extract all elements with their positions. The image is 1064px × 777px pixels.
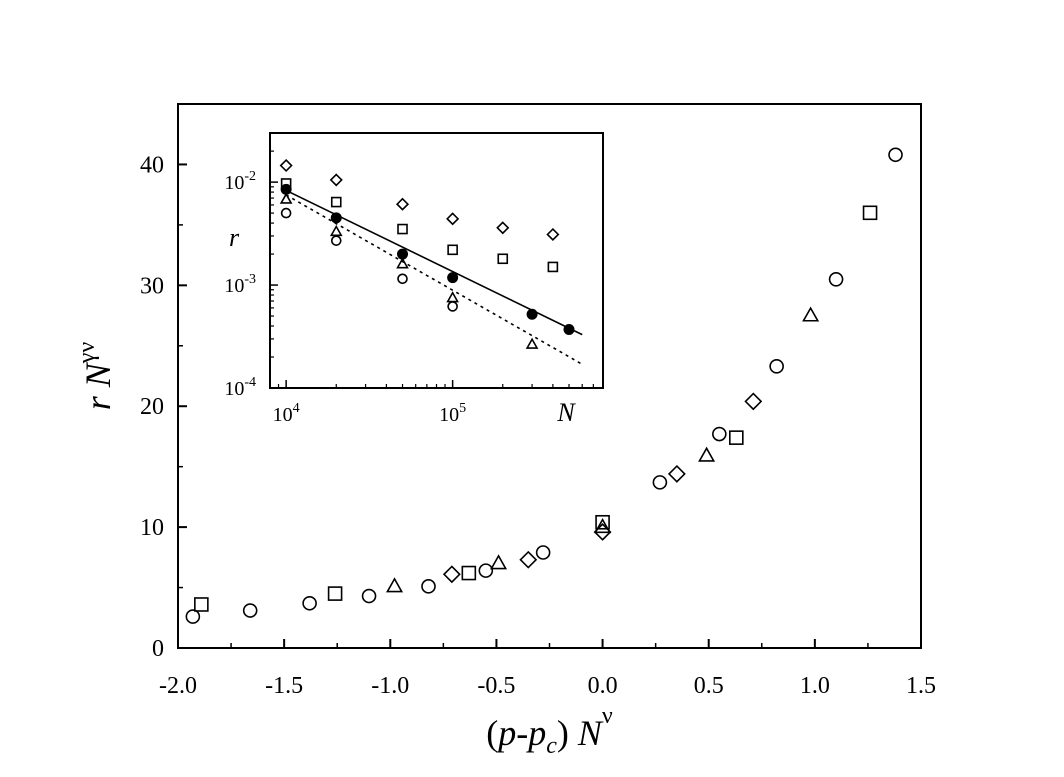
y-tick-label: 40 <box>140 152 164 178</box>
inset-point-diamond <box>395 197 410 211</box>
inset-point-diamond <box>496 221 510 235</box>
inset-point-circle <box>330 235 342 246</box>
main-plot: -2.0 -1.5 -1.0 -0.5 0.0 0.5 1.0 1.5 0 10 20 30 40 (p-… <box>74 103 936 759</box>
inset-point-square <box>397 223 408 235</box>
inset-dotted-fit-line <box>285 194 583 365</box>
inset-x-axis-title: N <box>556 398 576 427</box>
data-point-diamond <box>442 565 461 584</box>
inset-point-square <box>497 253 509 265</box>
data-point-square <box>595 514 610 530</box>
data-point-circle <box>535 545 551 560</box>
inset-point-square <box>447 244 458 256</box>
x-tick-label: -1.0 <box>371 673 409 699</box>
x-tick-label: 0.0 <box>588 673 618 699</box>
inset-solid-fit-line <box>285 189 583 336</box>
inset-point-square <box>330 196 342 208</box>
data-point-diamond <box>519 550 538 569</box>
data-point-circle <box>361 588 377 604</box>
inset-frame <box>269 132 604 389</box>
data-point-circle <box>302 595 317 611</box>
data-point-triangle <box>698 446 716 462</box>
data-point-triangle <box>386 577 404 593</box>
inset-point-triangle <box>329 224 343 237</box>
y-tick-label: 0 <box>152 636 164 662</box>
data-point-circle <box>652 475 668 490</box>
data-point-square <box>729 430 744 445</box>
y-tick-label: 30 <box>140 273 164 299</box>
y-axis-title: r Nγν <box>74 342 118 411</box>
inset-y-axis-title: r <box>229 223 240 252</box>
data-point-diamond <box>744 392 763 411</box>
data-point-square <box>862 205 878 221</box>
data-point-circle <box>769 359 784 374</box>
inset-point-filled-circle <box>447 272 459 284</box>
data-point-circle <box>888 147 903 163</box>
inset-x-tick-label: 105 <box>439 401 466 426</box>
y-tick-label: 20 <box>140 394 164 420</box>
x-tick-label: 1.0 <box>800 673 830 699</box>
inset-y-tick-label: 10-2 <box>224 169 256 194</box>
inset-point-triangle <box>525 337 539 349</box>
x-tick-label: -1.5 <box>265 673 303 699</box>
inset-point-circle <box>397 273 408 285</box>
inset-point-diamond <box>329 173 343 187</box>
inset-point-filled-circle <box>397 248 409 260</box>
inset-y-tick-label: 10-4 <box>224 375 256 400</box>
x-axis-title: (p-pc) Nν <box>486 703 613 759</box>
y-tick-label: 10 <box>140 515 164 541</box>
data-point-diamond <box>667 464 686 483</box>
inset-point-diamond <box>546 227 560 242</box>
inset-point-triangle <box>396 257 409 269</box>
data-point-circle <box>421 579 436 594</box>
inset-point-triangle <box>279 192 293 204</box>
data-point-square <box>194 597 209 612</box>
data-point-circle <box>478 563 494 578</box>
inset-point-circle <box>280 207 292 219</box>
inset-point-diamond <box>279 158 293 173</box>
data-point-triangle <box>594 518 612 534</box>
x-tick-label: 0.5 <box>694 673 724 699</box>
data-point-circle <box>185 609 201 624</box>
data-point-circle <box>828 271 844 287</box>
x-tick-label: 1.5 <box>906 673 936 699</box>
x-tick-label: -2.0 <box>159 673 197 699</box>
inset-point-circle <box>447 301 458 312</box>
inset-point-diamond <box>446 212 460 226</box>
inset-x-tick-label: 104 <box>273 401 300 426</box>
data-point-diamond <box>593 523 612 541</box>
data-point-triangle <box>490 554 508 570</box>
inset-plot: 104 105 10-4 10-3 10-2 Nr <box>224 132 604 427</box>
data-point-circle <box>242 603 258 618</box>
data-point-square <box>461 565 477 581</box>
data-point-triangle <box>802 306 820 322</box>
x-tick-label: -0.5 <box>477 673 515 699</box>
data-point-circle <box>712 426 727 442</box>
inset-point-square <box>547 261 559 273</box>
inset-y-tick-label: 10-3 <box>224 272 256 297</box>
data-point-square <box>327 586 343 601</box>
